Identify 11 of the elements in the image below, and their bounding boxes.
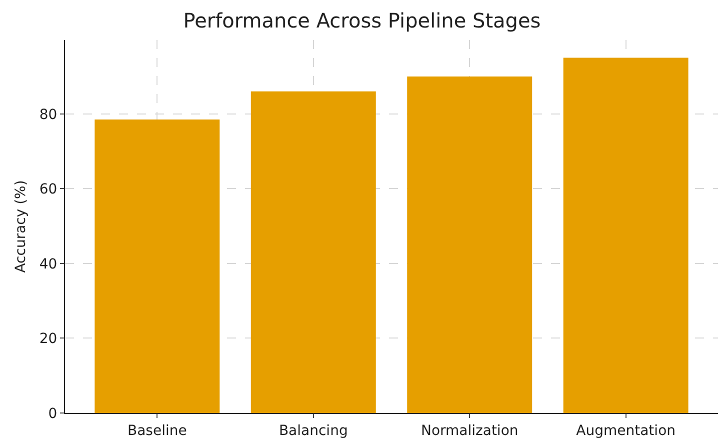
y-tick-label: 80 [39,106,58,123]
y-tick-label: 20 [39,331,58,348]
x-tick-label: Augmentation [576,422,676,439]
x-tick-label: Balancing [278,422,348,439]
y-axis-title: Accuracy (%) [12,180,29,273]
y-tick-label: 60 [39,182,58,198]
x-tick-label: Normalization [420,422,518,439]
chart-title: Performance Across Pipeline Stages [183,8,541,32]
x-tick-label: Baseline [127,422,187,439]
y-tick-label: 0 [48,406,58,422]
y-tick-label: 40 [39,256,58,272]
